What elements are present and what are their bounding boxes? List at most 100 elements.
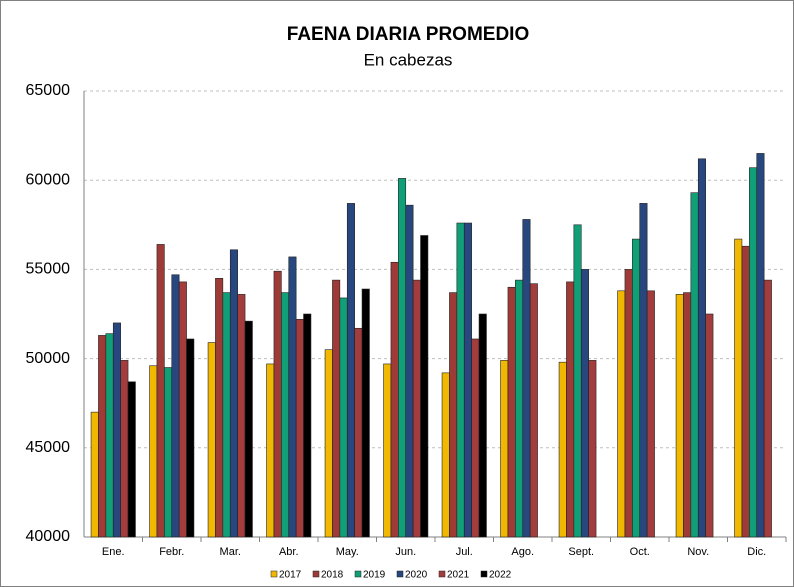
legend-label: 2022	[489, 570, 512, 581]
bar	[756, 153, 765, 538]
y-tick-label: 55000	[26, 261, 71, 278]
bar	[734, 238, 743, 538]
x-tick-label: Ago.	[511, 546, 534, 558]
bar	[390, 261, 399, 538]
bar	[529, 283, 538, 538]
x-tick-label: May.	[336, 546, 359, 558]
y-tick-label: 50000	[26, 350, 71, 367]
bar	[522, 219, 531, 538]
bar	[171, 274, 180, 538]
bar	[639, 203, 648, 538]
x-tick-label: Febr.	[159, 546, 184, 558]
chart-subtitle: En cabezas	[364, 50, 453, 69]
legend-swatch	[312, 570, 320, 578]
bar	[105, 333, 114, 538]
x-tick-label: Abr.	[279, 546, 299, 558]
bar	[237, 294, 246, 538]
bar	[346, 203, 355, 538]
bar	[617, 290, 626, 538]
chart-title: FAENA DIARIA PROMEDIO	[287, 24, 529, 45]
y-tick-label: 65000	[26, 82, 71, 99]
bar	[405, 204, 414, 538]
legend-swatch	[396, 570, 404, 578]
bar	[156, 244, 165, 538]
x-tick-label: Ene.	[102, 546, 125, 558]
bar	[178, 281, 187, 538]
bar	[149, 365, 158, 538]
bar	[507, 286, 516, 538]
bar	[112, 322, 121, 538]
bar	[675, 294, 684, 538]
bar	[288, 256, 297, 538]
bar	[90, 411, 99, 538]
bar	[515, 279, 524, 538]
x-tick-label: Dic.	[747, 546, 766, 558]
bar	[361, 288, 370, 538]
bar	[500, 360, 509, 538]
x-tick-label: Mar.	[220, 546, 241, 558]
legend-label: 2020	[405, 570, 428, 581]
legend-label: 2018	[321, 570, 344, 581]
bar	[646, 290, 655, 538]
bar	[573, 224, 582, 538]
bar	[580, 269, 589, 538]
bar	[303, 313, 312, 538]
bar	[295, 319, 304, 538]
y-tick-label: 45000	[26, 439, 71, 456]
x-tick-label: Sept.	[568, 546, 594, 558]
y-tick-label: 60000	[26, 171, 71, 188]
bar	[207, 342, 216, 538]
bar	[324, 349, 333, 538]
bar	[420, 235, 429, 538]
bar	[763, 279, 772, 538]
bar	[229, 249, 238, 538]
bar	[339, 297, 348, 538]
x-tick-label: Nov.	[687, 546, 709, 558]
bar	[697, 158, 706, 538]
x-tick-label: Oct.	[630, 546, 650, 558]
legend-label: 2021	[447, 570, 470, 581]
legend-label: 2017	[279, 570, 302, 581]
bar	[558, 361, 567, 538]
bar	[398, 178, 407, 538]
bar	[273, 270, 282, 538]
bar	[215, 278, 224, 538]
legend-swatch	[480, 570, 488, 578]
x-tick-label: Jun.	[395, 546, 416, 558]
bar	[705, 313, 714, 538]
bar	[690, 192, 699, 538]
bar	[624, 269, 633, 538]
bar	[266, 363, 275, 538]
legend-swatch	[354, 570, 362, 578]
bar	[471, 338, 480, 538]
bar	[456, 222, 465, 538]
bar	[244, 320, 253, 538]
bar	[332, 279, 341, 538]
y-tick-label: 40000	[26, 528, 71, 545]
bar	[566, 281, 575, 538]
bar	[412, 279, 421, 538]
bar	[127, 381, 136, 538]
legend-label: 2019	[363, 570, 386, 581]
bar	[354, 327, 363, 538]
bar	[164, 367, 173, 538]
x-tick-label: Jul.	[456, 546, 473, 558]
bar	[741, 245, 750, 538]
bar	[120, 360, 129, 538]
bar	[441, 372, 450, 538]
bar	[186, 338, 195, 538]
bar	[478, 313, 487, 538]
bar	[463, 222, 472, 538]
bar	[383, 363, 392, 538]
bar	[449, 292, 458, 538]
bar	[222, 292, 231, 538]
bar	[588, 360, 597, 538]
legend-swatch	[438, 570, 446, 578]
bar	[683, 292, 692, 538]
bar	[749, 167, 758, 538]
legend-swatch	[270, 570, 278, 578]
bar	[632, 238, 641, 538]
bar	[281, 292, 290, 538]
bar	[98, 335, 107, 538]
